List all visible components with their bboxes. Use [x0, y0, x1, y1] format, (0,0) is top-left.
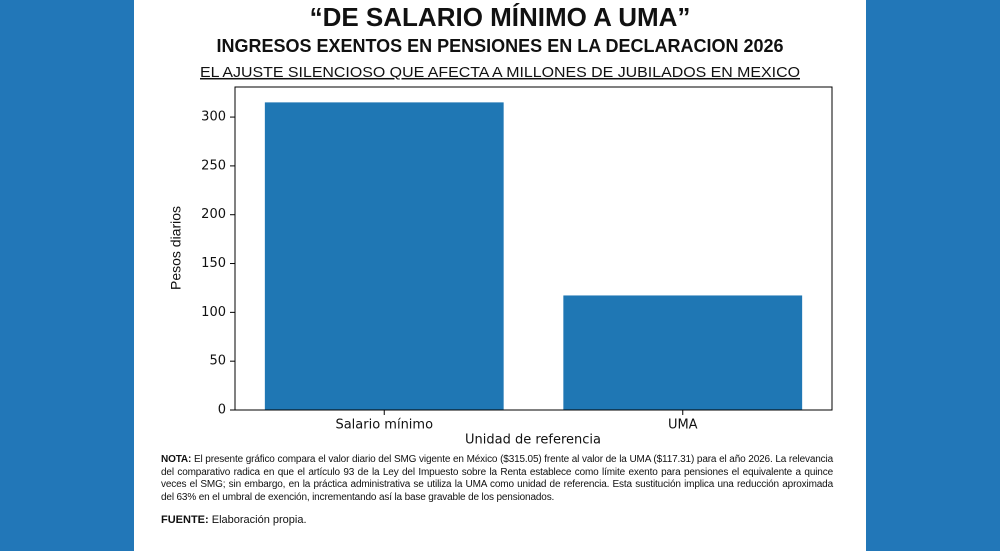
chart-caption: EL AJUSTE SILENCIOSO QUE AFECTA A MILLON…: [200, 64, 800, 81]
y-tick-label: 50: [209, 354, 226, 369]
y-tick-label: 300: [201, 110, 226, 125]
note: NOTA: El presente gráfico compara el val…: [161, 454, 833, 504]
side-band: [866, 0, 1000, 551]
note-label: NOTA:: [161, 454, 192, 465]
source-text: Elaboración propia.: [211, 514, 307, 526]
y-tick-label: 200: [201, 207, 226, 222]
bar: [563, 295, 803, 410]
x-tick-label: UMA: [668, 418, 698, 433]
y-tick-label: 150: [201, 256, 226, 271]
y-tick-label: 0: [218, 403, 226, 418]
x-tick-label: Salario mínimo: [335, 418, 433, 433]
note-text: El presente gráfico compara el valor dia…: [161, 454, 833, 503]
source-label: FUENTE:: [161, 514, 209, 526]
source: FUENTE: Elaboración propia.: [161, 514, 307, 526]
side-band: [0, 0, 134, 551]
chart-subtitle: INGRESOS EXENTOS EN PENSIONES EN LA DECL…: [216, 36, 783, 56]
y-axis-label: Pesos diarios: [168, 206, 184, 290]
bar: [264, 102, 504, 410]
y-tick-label: 250: [201, 158, 226, 173]
plot-frame: [234, 86, 833, 411]
x-axis-label: Unidad de referencia: [465, 433, 601, 448]
y-tick-label: 100: [201, 305, 226, 320]
chart-title: “DE SALARIO MÍNIMO A UMA”: [310, 2, 691, 32]
